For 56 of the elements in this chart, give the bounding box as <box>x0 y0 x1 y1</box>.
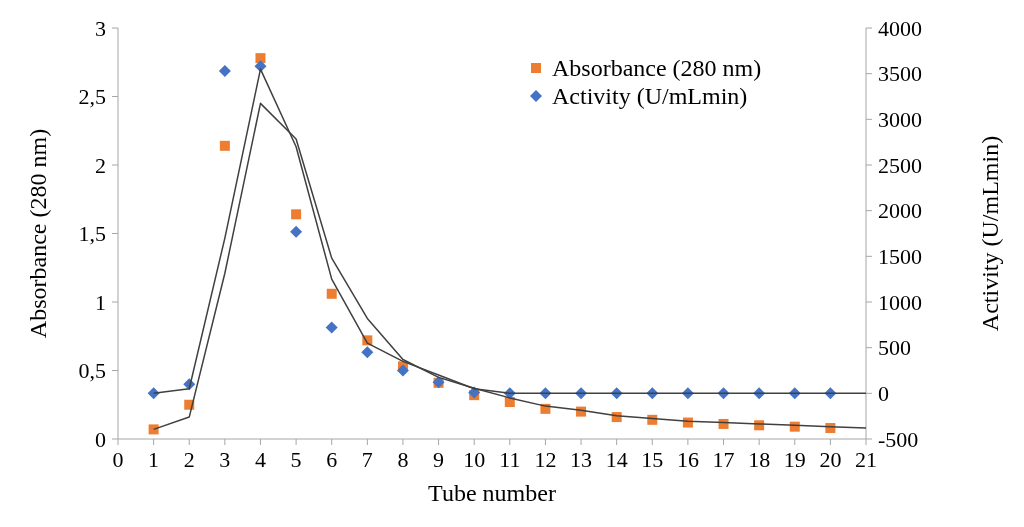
x-tick-label: 2 <box>183 447 195 472</box>
y2-tick-label: -500 <box>878 426 919 452</box>
point <box>326 288 337 299</box>
x-tick-label: 4 <box>254 447 266 472</box>
x-tick-label: 8 <box>397 447 409 472</box>
x-tick-label: 13 <box>570 447 593 472</box>
y-tick-label: 3 <box>95 15 106 41</box>
x-tick-label: 1 <box>148 447 160 472</box>
point <box>291 209 302 220</box>
x-tick-label: 7 <box>361 447 373 472</box>
x-tick-label: 3 <box>219 447 231 472</box>
x-tick-label: 17 <box>712 447 735 472</box>
x-tick-label: 6 <box>326 447 338 472</box>
point <box>718 418 729 429</box>
y-tick-label: 2,5 <box>78 84 106 110</box>
y-tick-label: 1 <box>95 289 106 315</box>
x-tick-label: 12 <box>534 447 557 472</box>
y2-tick-label: 4000 <box>878 15 922 41</box>
point <box>396 364 409 377</box>
point <box>255 53 266 64</box>
x-tick-label: 15 <box>641 447 664 472</box>
legend-label: Activity (U/mLmin) <box>552 83 748 110</box>
point <box>325 321 338 334</box>
point <box>219 140 230 151</box>
legend-label: Absorbance (280 nm) <box>552 55 762 82</box>
y-tick-label: 0 <box>95 426 106 452</box>
y-tick-label: 0,5 <box>78 358 106 384</box>
x-tick-label: 20 <box>819 447 842 472</box>
x-tick-label: 19 <box>783 447 806 472</box>
x-tick-label: 16 <box>676 447 699 472</box>
point <box>361 346 374 359</box>
y-tick-label: 2 <box>95 152 106 178</box>
point <box>218 64 231 77</box>
y2-tick-label: 2000 <box>878 198 922 224</box>
x-tick-label: 21 <box>855 447 877 472</box>
y2-axis-title: Activity (U/mLmin) <box>977 135 1003 332</box>
x-tick-label: 10 <box>463 447 486 472</box>
point <box>254 60 267 73</box>
y2-tick-label: 3000 <box>878 107 922 133</box>
x-tick-label: 14 <box>605 447 628 472</box>
y2-tick-label: 3500 <box>878 61 922 87</box>
x-tick-label: 11 <box>499 447 521 472</box>
y2-tick-label: 2500 <box>878 152 922 178</box>
x-tick-label: 9 <box>433 447 445 472</box>
x-tick-label: 18 <box>748 447 771 472</box>
y2-tick-label: 500 <box>878 335 911 361</box>
y2-tick-label: 1500 <box>878 244 922 270</box>
y2-tick-label: 1000 <box>878 289 922 315</box>
x-tick-label: 5 <box>290 447 302 472</box>
x-tick-label: 0 <box>112 447 124 472</box>
y-axis-title: Absorbance (280 nm) <box>25 128 51 339</box>
point <box>290 225 303 238</box>
y-tick-label: 1,5 <box>78 221 106 247</box>
x-axis-title: Tube number <box>428 480 556 506</box>
y2-tick-label: 0 <box>878 381 889 407</box>
point <box>148 424 159 435</box>
